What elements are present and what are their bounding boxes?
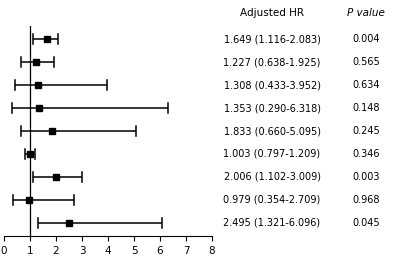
Text: 0.968: 0.968 bbox=[352, 195, 380, 205]
Text: P value: P value bbox=[347, 8, 385, 18]
Text: 1.227 (0.638-1.925): 1.227 (0.638-1.925) bbox=[223, 57, 321, 67]
Text: 0.004: 0.004 bbox=[352, 34, 380, 44]
Text: 1.833 (0.660-5.095): 1.833 (0.660-5.095) bbox=[224, 126, 320, 136]
Text: 2.006 (1.102-3.009): 2.006 (1.102-3.009) bbox=[224, 172, 320, 182]
Text: 0.245: 0.245 bbox=[352, 126, 380, 136]
Text: 1.003 (0.797-1.209): 1.003 (0.797-1.209) bbox=[224, 149, 320, 159]
Text: 0.346: 0.346 bbox=[352, 149, 380, 159]
Text: 0.565: 0.565 bbox=[352, 57, 380, 67]
Text: 0.148: 0.148 bbox=[352, 103, 380, 113]
Text: Adjusted HR: Adjusted HR bbox=[240, 8, 304, 18]
Text: 0.634: 0.634 bbox=[352, 80, 380, 90]
Text: 0.979 (0.354-2.709): 0.979 (0.354-2.709) bbox=[223, 195, 321, 205]
Text: 1.649 (1.116-2.083): 1.649 (1.116-2.083) bbox=[224, 34, 320, 44]
Text: 2.495 (1.321-6.096): 2.495 (1.321-6.096) bbox=[224, 218, 320, 228]
Text: 1.353 (0.290-6.318): 1.353 (0.290-6.318) bbox=[224, 103, 320, 113]
Text: 0.003: 0.003 bbox=[352, 172, 380, 182]
Text: 1.308 (0.433-3.952): 1.308 (0.433-3.952) bbox=[224, 80, 320, 90]
Text: 0.045: 0.045 bbox=[352, 218, 380, 228]
